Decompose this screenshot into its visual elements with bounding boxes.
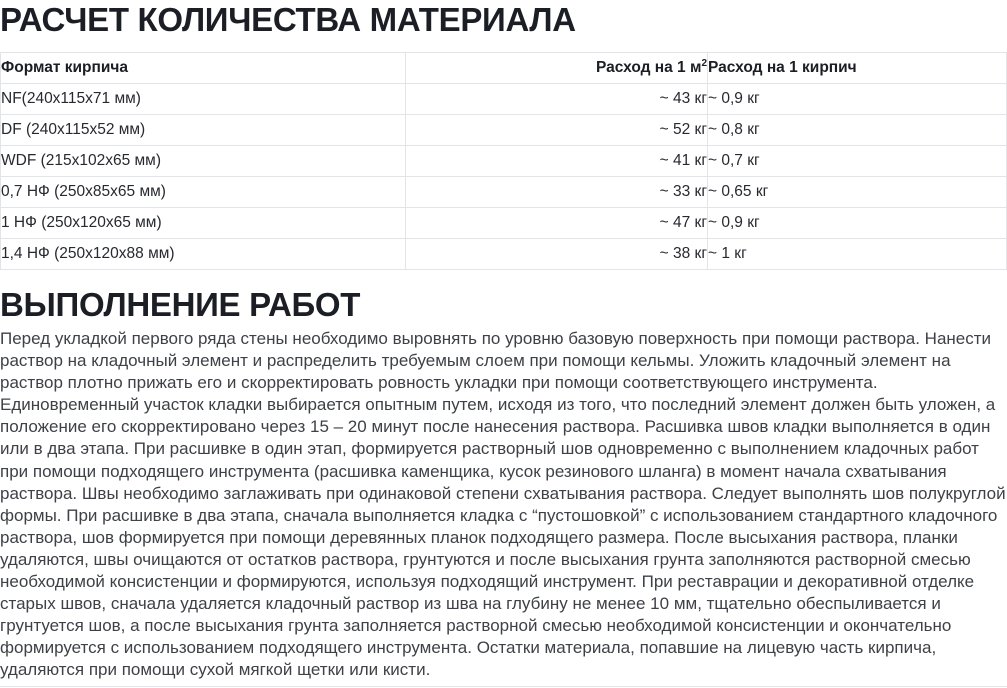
table-row: 1,4 НФ (250x120x88 мм) ~ 38 кг ~ 1 кг	[0, 238, 1007, 270]
cell-per-m2: ~ 43 кг	[405, 83, 708, 115]
work-execution-paragraph: Перед укладкой первого ряда стены необхо…	[0, 329, 1006, 680]
table-row: WDF (215x102x65 мм) ~ 41 кг ~ 0,7 кг	[0, 145, 1007, 177]
section-title-material-calculation: РАСЧЕТ КОЛИЧЕСТВА МАТЕРИАЛА	[0, 1, 576, 38]
table-row: 0,7 НФ (250x85x65 мм) ~ 33 кг ~ 0,65 кг	[0, 176, 1007, 208]
cell-brick-format: 1,4 НФ (250x120x88 мм)	[0, 238, 406, 270]
column-header-label: Расход на 1 кирпич	[708, 59, 857, 76]
cell-per-brick: ~ 0,7 кг	[707, 145, 1007, 177]
table-row: DF (240x115x52 мм) ~ 52 кг ~ 0,8 кг	[0, 114, 1007, 146]
cell-per-brick: ~ 0,8 кг	[707, 114, 1007, 146]
cell-per-brick: ~ 1 кг	[707, 238, 1007, 270]
column-header-brick-format: Формат кирпича	[0, 52, 406, 84]
table-header-row: Формат кирпича Расход на 1 м2 Расход на …	[0, 52, 1007, 84]
cell-per-m2: ~ 52 кг	[405, 114, 708, 146]
column-header-label: Формат кирпича	[1, 59, 129, 76]
cell-brick-format: 1 НФ (250x120x65 мм)	[0, 207, 406, 239]
column-header-consumption-per-brick: Расход на 1 кирпич	[707, 52, 1007, 84]
superscript-2: 2	[701, 57, 707, 69]
cell-per-brick: ~ 0,9 кг	[707, 83, 1007, 115]
bottom-divider	[0, 685, 1007, 687]
cell-per-brick: ~ 0,65 кг	[707, 176, 1007, 208]
cell-per-m2: ~ 47 кг	[405, 207, 708, 239]
table-row: 1 НФ (250x120x65 мм) ~ 47 кг ~ 0,9 кг	[0, 207, 1007, 239]
column-header-label: Расход на 1 м	[595, 59, 702, 76]
column-header-consumption-per-m2: Расход на 1 м2	[405, 52, 708, 84]
section-title-work-execution: ВЫПОЛНЕНИЕ РАБОТ	[0, 286, 361, 323]
table-row: NF(240x115x71 мм) ~ 43 кг ~ 0,9 кг	[0, 83, 1007, 115]
cell-per-m2: ~ 33 кг	[405, 176, 708, 208]
cell-per-m2: ~ 41 кг	[405, 145, 708, 177]
cell-brick-format: NF(240x115x71 мм)	[0, 83, 406, 115]
cell-per-m2: ~ 38 кг	[405, 238, 708, 270]
cell-brick-format: DF (240x115x52 мм)	[0, 114, 406, 146]
cell-per-brick: ~ 0,9 кг	[707, 207, 1007, 239]
cell-brick-format: WDF (215x102x65 мм)	[0, 145, 406, 177]
cell-brick-format: 0,7 НФ (250x85x65 мм)	[0, 176, 406, 208]
material-consumption-table: Формат кирпича Расход на 1 м2 Расход на …	[0, 52, 1007, 270]
